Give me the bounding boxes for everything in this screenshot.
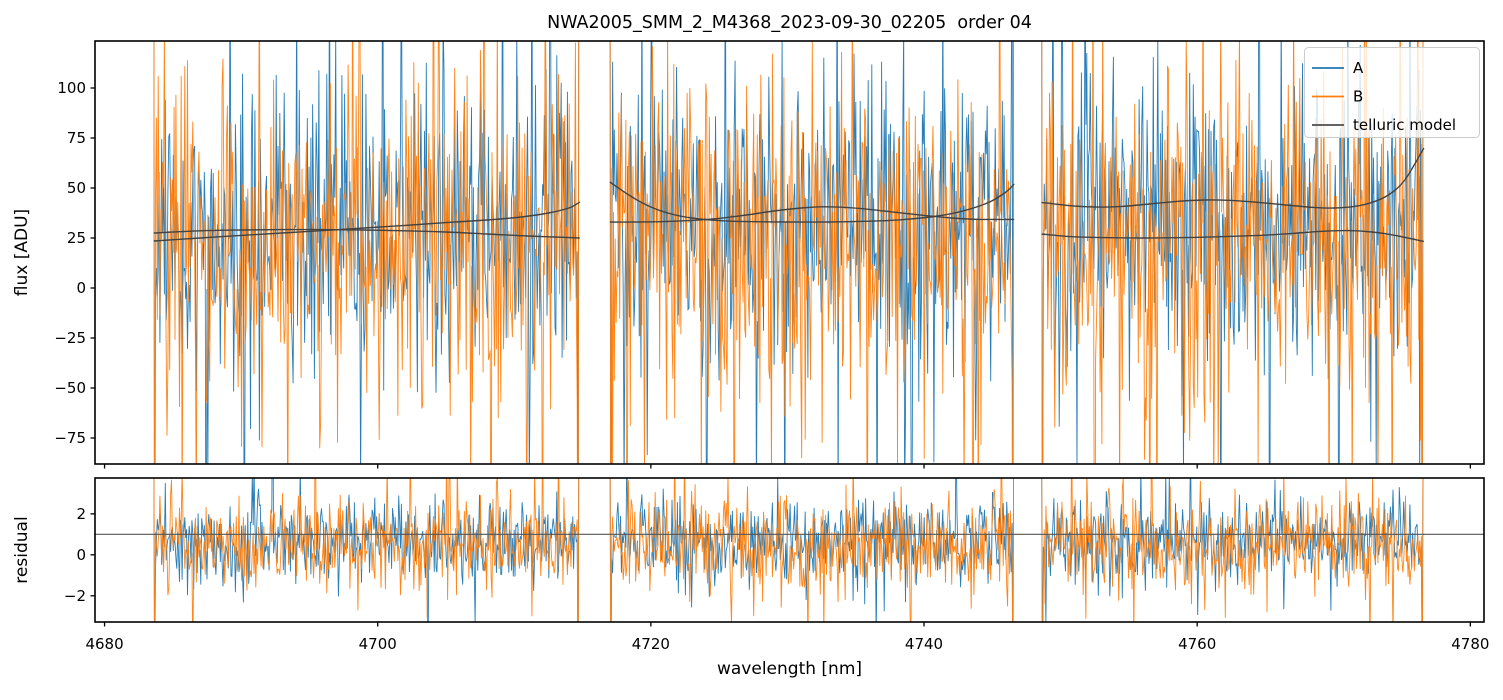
flux-series-b-seg2	[1041, 41, 1424, 464]
telluric-model-curve-3	[609, 206, 1015, 223]
x-tick-label: 4740	[905, 635, 943, 653]
x-tick-label: 4760	[1178, 635, 1216, 653]
flux-series-b-seg0	[153, 41, 580, 464]
y-tick-label: 0	[76, 279, 86, 297]
y-tick-label: 75	[67, 129, 86, 147]
x-axis-label: wavelength [nm]	[717, 659, 862, 679]
telluric-model-curve-5	[1041, 229, 1425, 243]
flux-series-b-seg1	[609, 41, 1014, 464]
y-tick-label: 2	[76, 505, 86, 523]
flux-series-a-seg0	[153, 41, 580, 464]
residual-series-a-seg1	[609, 478, 1014, 622]
y-tick-label: 50	[67, 179, 86, 197]
telluric-model-curve-0	[153, 228, 580, 239]
flux-axis-label: flux [ADU]	[12, 209, 32, 296]
y-tick-label: 0	[76, 546, 86, 564]
residual-series-b-seg0	[153, 478, 580, 622]
residual-axis-label: residual	[12, 516, 32, 583]
flux-plot-area	[153, 41, 1425, 464]
x-tick-label: 4720	[632, 635, 670, 653]
residual-panel-spine	[94, 477, 1485, 623]
telluric-model-curve-2	[609, 181, 1015, 223]
y-tick-label: −75	[54, 429, 86, 447]
figure-title: NWA2005_SMM_2_M4368_2023-09-30_02205 ord…	[547, 13, 1032, 33]
legend: A B telluric model	[1304, 47, 1480, 138]
legend-item-a: A	[1353, 59, 1364, 77]
y-tick-label: 100	[57, 79, 86, 97]
x-tick-label: 4680	[85, 635, 123, 653]
telluric-model-curve-1	[153, 201, 581, 242]
x-tick-label: 4700	[359, 635, 397, 653]
legend-box	[1304, 47, 1480, 138]
residual-series-b-seg1	[609, 478, 1014, 622]
y-tick-label: −2	[64, 587, 86, 605]
y-tick-label: 25	[67, 229, 86, 247]
legend-item-b: B	[1353, 88, 1363, 106]
flux-panel-spine	[94, 40, 1485, 465]
residual-series-b-seg2	[1041, 478, 1424, 622]
y-tick-label: −25	[54, 329, 86, 347]
telluric-model-curve-4	[1041, 147, 1425, 209]
legend-item-telluric-model: telluric model	[1353, 116, 1456, 134]
x-tick-label: 4780	[1451, 635, 1489, 653]
residual-plot-area	[95, 478, 1484, 622]
y-tick-label: −50	[54, 379, 86, 397]
